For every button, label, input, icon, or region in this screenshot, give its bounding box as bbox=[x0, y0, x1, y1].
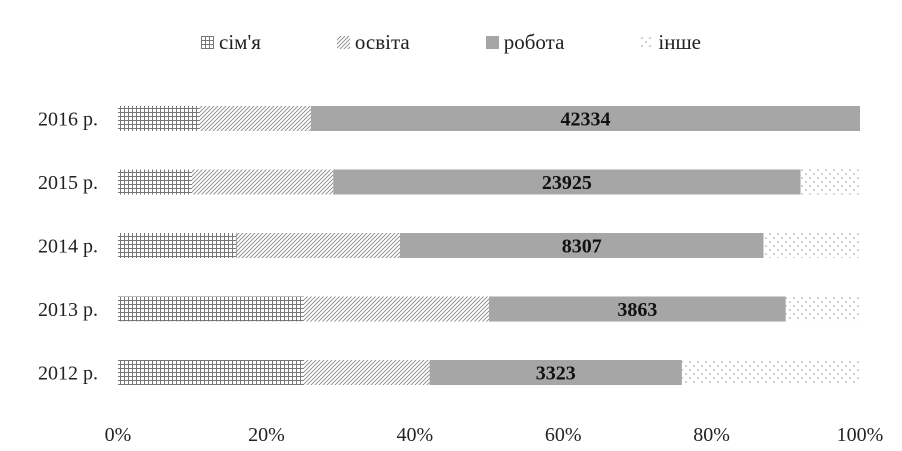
legend-label-work: робота bbox=[503, 30, 565, 54]
legend-swatch-work bbox=[485, 36, 499, 49]
bar-segment-освіта-1 bbox=[192, 169, 334, 195]
bar-value-label: 8307 bbox=[562, 236, 602, 258]
x-tick-label: 40% bbox=[396, 424, 433, 446]
bar-segment-робота-3 bbox=[489, 296, 786, 322]
y-tick-label: 2015 р. bbox=[38, 172, 98, 194]
x-tick-label: 100% bbox=[837, 424, 884, 446]
bar-value-label: 3863 bbox=[617, 299, 657, 321]
y-tick-label: 2014 р. bbox=[38, 236, 98, 258]
y-tick-label: 2012 р. bbox=[38, 363, 98, 385]
legend-swatch-family bbox=[201, 36, 214, 49]
legend-label-family: сім'я bbox=[219, 30, 261, 54]
bar-segment-робота-1 bbox=[333, 169, 801, 195]
bar-value-label: 23925 bbox=[542, 172, 592, 194]
bar-segment-робота-0 bbox=[310, 106, 860, 131]
bar-segment-інше-2 bbox=[763, 233, 860, 258]
bar-segment-сім-я-4 bbox=[118, 360, 304, 385]
bar-segment-освіта-4 bbox=[303, 360, 430, 385]
bar-segment-інше-1 bbox=[800, 169, 860, 195]
bar-value-label: 3323 bbox=[536, 363, 576, 385]
legend-item-education: освіта bbox=[336, 30, 410, 55]
x-tick-label: 60% bbox=[545, 424, 582, 446]
chart-legend: сім'я освіта робота інше bbox=[0, 30, 902, 55]
bar-segment-освіта-0 bbox=[199, 106, 311, 131]
y-tick-label: 2013 р. bbox=[38, 299, 98, 321]
bar-value-label: 42334 bbox=[560, 109, 610, 131]
bar-segment-сім-я-0 bbox=[118, 106, 200, 131]
legend-label-education: освіта bbox=[354, 30, 410, 54]
y-tick-label: 2016 р. bbox=[38, 109, 98, 131]
legend-swatch-education bbox=[336, 36, 350, 49]
x-tick-label: 0% bbox=[105, 424, 132, 446]
x-tick-label: 20% bbox=[248, 424, 285, 446]
bar-segment-сім-я-2 bbox=[118, 233, 237, 258]
legend-item-other: інше bbox=[640, 30, 701, 55]
bar-segment-сім-я-1 bbox=[118, 169, 193, 195]
plot-area: 0% 20% 40% 60% 80% 100% 2016 р. 42334 2015 р. 239… bbox=[38, 106, 883, 446]
bar-segment-робота-2 bbox=[399, 233, 764, 258]
bar-segment-робота-4 bbox=[429, 360, 682, 385]
x-tick-label: 80% bbox=[693, 424, 730, 446]
bar-segment-сім-я-3 bbox=[118, 296, 304, 322]
legend-item-work: робота bbox=[485, 30, 565, 55]
bar-segment-інше-4 bbox=[681, 360, 860, 385]
legend-label-other: інше bbox=[658, 30, 701, 54]
legend-item-family: сім'я bbox=[201, 30, 261, 55]
bar-segment-інше-3 bbox=[785, 296, 860, 322]
bar-segment-освіта-3 bbox=[303, 296, 489, 322]
bar-segment-освіта-2 bbox=[236, 233, 400, 258]
legend-swatch-other bbox=[640, 36, 654, 49]
